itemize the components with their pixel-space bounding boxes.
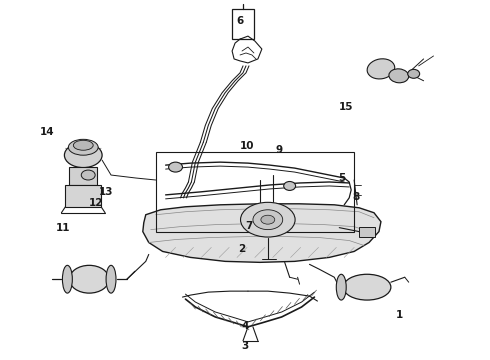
Text: 14: 14 [40,127,55,138]
Ellipse shape [70,265,109,293]
FancyBboxPatch shape [359,227,375,237]
Text: 13: 13 [99,187,113,197]
Ellipse shape [64,143,102,168]
Ellipse shape [336,274,346,300]
Ellipse shape [389,69,409,83]
FancyBboxPatch shape [70,167,97,185]
Text: 11: 11 [56,222,71,233]
Text: 10: 10 [240,141,254,151]
Text: 3: 3 [242,341,248,351]
Ellipse shape [367,59,395,79]
Polygon shape [143,204,381,262]
Text: 2: 2 [239,244,245,255]
Ellipse shape [69,139,98,155]
Ellipse shape [106,265,116,293]
Text: 9: 9 [275,145,282,155]
Ellipse shape [62,265,73,293]
Ellipse shape [408,69,419,78]
Ellipse shape [261,215,275,224]
Ellipse shape [253,210,283,230]
Text: 12: 12 [89,198,103,208]
Ellipse shape [74,140,93,150]
Text: 4: 4 [241,321,249,331]
Text: 6: 6 [236,16,244,26]
Text: 7: 7 [245,221,253,231]
Ellipse shape [284,181,295,190]
Ellipse shape [343,274,391,300]
Ellipse shape [169,162,182,172]
Text: 5: 5 [339,173,346,183]
Ellipse shape [81,170,95,180]
Text: 15: 15 [339,102,353,112]
FancyBboxPatch shape [65,185,101,207]
Text: 1: 1 [396,310,403,320]
Ellipse shape [241,202,295,237]
Text: 8: 8 [352,192,360,202]
